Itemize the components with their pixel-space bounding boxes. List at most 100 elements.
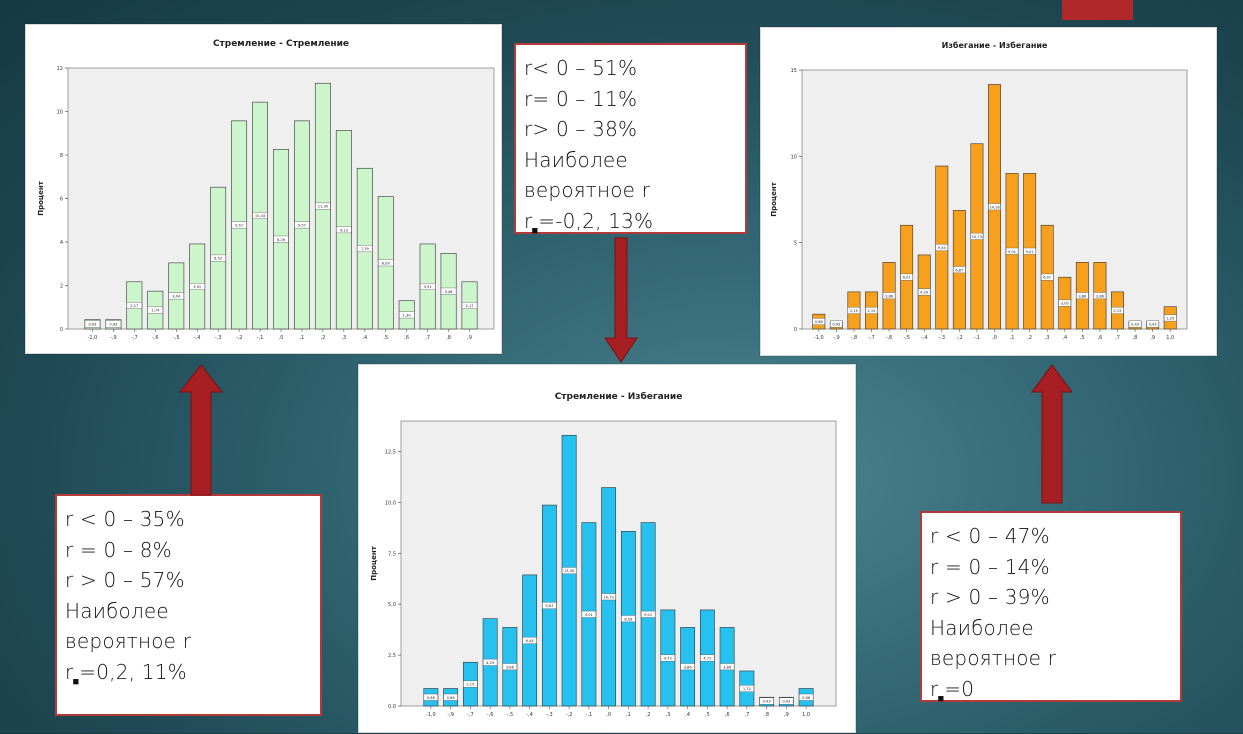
data-label-box <box>900 273 913 281</box>
x-tick-label: -,8 <box>851 335 858 341</box>
data-label: 0,43 <box>109 323 117 327</box>
stats-line-1: r< 0 – 51% <box>524 56 638 80</box>
stats-line-3: r > 0 – 57% <box>65 568 185 592</box>
data-label-box <box>357 245 373 253</box>
stats-box-bottom-right: r < 0 – 47% r = 0 – 14% r > 0 – 39% Наиб… <box>920 511 1182 705</box>
x-tick-label: ,1 <box>300 335 305 341</box>
y-tick-label: 8 <box>60 153 63 159</box>
x-tick-label: ,9 <box>784 712 789 718</box>
x-tick-label: ,2 <box>646 712 651 718</box>
data-label-box <box>847 307 861 314</box>
data-label-box <box>419 283 436 290</box>
y-tick-label: 0 <box>60 327 63 333</box>
x-tick-label: ,9 <box>1150 335 1155 341</box>
data-label-box <box>601 593 616 601</box>
chart-panel-approach-approach: Стремление - Стремление Процент 0 2 4 6 8 10 12 0… <box>25 24 502 354</box>
x-tick-label: ,7 <box>744 712 749 718</box>
data-label-box <box>865 307 878 314</box>
chart-panel-avoidance-avoidance: Избегание - Избегание Процент 0 5 10 15 0,86 -1… <box>760 27 1217 356</box>
data-label: 0,86 <box>815 320 824 324</box>
most-likely-r-value: =-0,2, 13% <box>538 208 654 233</box>
data-label-box <box>210 254 226 262</box>
data-label-box <box>1076 292 1089 300</box>
data-label-box <box>461 302 478 309</box>
data-label: 1,74 <box>151 309 160 313</box>
data-label-box <box>189 283 205 290</box>
data-label-box <box>294 221 310 229</box>
data-label: 4,72 <box>703 657 711 661</box>
data-label-box <box>640 610 656 618</box>
data-label-box <box>621 615 636 623</box>
data-label: 9,13 <box>340 228 348 232</box>
data-label: 9,01 <box>644 613 652 617</box>
data-label-box <box>105 320 122 328</box>
x-tick-label: -,9 <box>447 712 454 718</box>
data-label: 4,29 <box>486 661 495 665</box>
stats-line-6: r■=0,2, 11% <box>65 657 312 692</box>
x-tick-label: ,1 <box>1010 335 1015 341</box>
data-label: 9,57 <box>298 224 306 228</box>
x-tick-label: 1,0 <box>1166 335 1174 341</box>
stats-line-2: r = 0 – 8% <box>65 537 172 562</box>
data-label: 0,43 <box>1149 323 1157 327</box>
data-label: 13,30 <box>564 569 575 573</box>
data-label-box <box>719 663 735 671</box>
x-tick-label: ,6 <box>725 712 730 718</box>
x-tick-label: -,9 <box>110 335 117 341</box>
data-label-box <box>378 259 394 267</box>
data-label: 3,86 <box>506 665 515 669</box>
x-tick-label: ,5 <box>383 335 388 341</box>
accent-bar <box>1062 0 1133 20</box>
x-tick-label: ,6 <box>404 335 409 341</box>
data-label: 1,72 <box>743 687 751 691</box>
data-label-box <box>252 212 268 219</box>
y-tick-label: 10 <box>791 154 797 160</box>
data-label: 2,15 <box>466 683 474 687</box>
data-label-box <box>1023 247 1036 255</box>
data-label-box <box>917 288 931 296</box>
data-label-box <box>739 685 755 692</box>
data-label-box <box>680 663 695 671</box>
data-label-box <box>660 654 676 662</box>
stats-line-1: r < 0 – 35% <box>65 507 185 531</box>
x-tick-label: -,1 <box>974 335 981 341</box>
y-tick-label: 12 <box>57 66 63 72</box>
data-label: 0,43 <box>832 323 840 327</box>
stats-line-4: Наиболее <box>65 598 169 623</box>
data-label-box <box>398 311 415 319</box>
data-label-box <box>812 318 826 325</box>
x-tick-label: -,5 <box>507 712 514 718</box>
y-tick-label: 5 <box>794 241 797 247</box>
data-label: 2,15 <box>867 309 875 313</box>
data-label: 2,17 <box>466 304 474 308</box>
data-label: 2,17 <box>130 304 138 308</box>
data-label-box <box>126 302 143 309</box>
data-label: 9,57 <box>235 224 243 228</box>
x-tick-label: ,9 <box>467 335 472 341</box>
data-label: 3,86 <box>684 665 693 669</box>
r-symbol: r <box>524 208 533 233</box>
r-subscript: ■ <box>531 223 539 237</box>
data-label: 3,48 <box>445 290 454 294</box>
data-label: 0,86 <box>427 696 436 700</box>
stats-line-5: вероятное r <box>930 646 1057 670</box>
x-tick-label: ,8 <box>764 712 769 718</box>
stats-line-5: вероятное r <box>524 178 651 202</box>
chart-approach-approach: Стремление - Стремление Процент 0 2 4 6 8 10 12 0… <box>37 39 495 341</box>
chart-title: Стремление - Стремление <box>213 39 349 49</box>
data-label: 6,87 <box>955 268 963 272</box>
most-likely-r-value: =0,2, 11% <box>79 659 187 684</box>
y-tick-label: 10 <box>57 110 63 116</box>
x-tick-label: -1,0 <box>426 712 436 718</box>
data-label-box <box>231 221 247 229</box>
data-label-box <box>970 232 984 240</box>
data-label: 1,29 <box>1166 316 1175 320</box>
x-tick-label: -,2 <box>236 335 243 341</box>
x-tick-label: ,5 <box>1080 335 1085 341</box>
stats-line-4: Наиболее <box>930 615 1034 640</box>
arrow-up-right <box>1031 364 1073 504</box>
x-tick-label: ,2 <box>321 335 326 341</box>
x-tick-label: -,7 <box>467 712 474 718</box>
y-tick-label: 12,5 <box>385 450 396 456</box>
y-tick-label: 0,0 <box>388 704 396 710</box>
